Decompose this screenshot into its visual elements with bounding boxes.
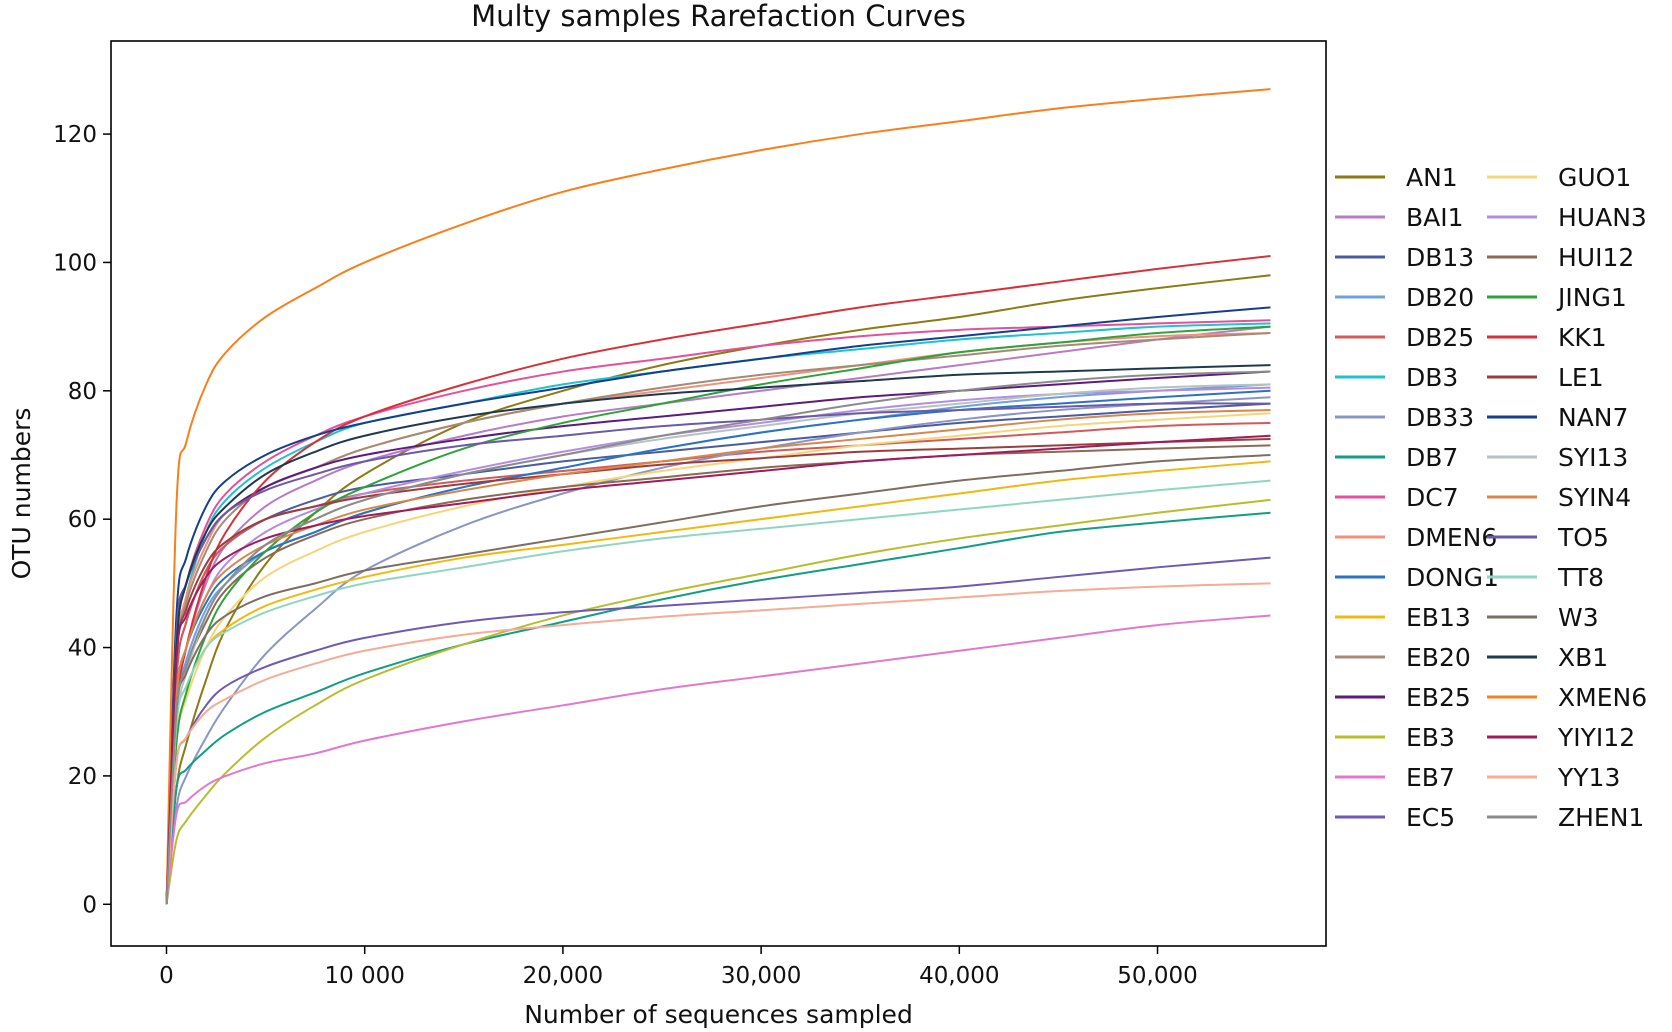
y-tick-label: 80 xyxy=(68,379,97,405)
series-line-eb20 xyxy=(165,332,1271,905)
series-line-db33 xyxy=(165,396,1271,905)
y-tick-label: 40 xyxy=(68,636,97,662)
series-line-an1 xyxy=(165,274,1271,905)
plot-frame xyxy=(110,40,1327,947)
legend-label: XB1 xyxy=(1558,643,1608,672)
legend-label: EB7 xyxy=(1406,763,1455,792)
chart-title: Multy samples Rarefaction Curves xyxy=(471,0,966,33)
y-axis: 0 20 40 60 80 100 120 xyxy=(53,122,111,918)
series-line-db13 xyxy=(165,402,1271,905)
series-line-xb1 xyxy=(165,364,1271,905)
legend-label: SYIN4 xyxy=(1558,483,1631,512)
legend-label: DB20 xyxy=(1406,283,1474,312)
series-line-dong1 xyxy=(165,389,1271,905)
legend: AN1 BAI1 DB13 DB20 DB25 DB3 DB33 DB7 DC7 DMEN6 DON… xyxy=(1335,163,1647,832)
legend-label: EC5 xyxy=(1406,803,1455,832)
series-line-eb3 xyxy=(165,498,1271,905)
legend-label: BAI1 xyxy=(1406,203,1464,232)
series-line-kk1 xyxy=(165,255,1271,905)
legend-label: TO5 xyxy=(1557,523,1609,552)
x-tick-label: 50,000 xyxy=(1117,963,1197,989)
legend-label: GUO1 xyxy=(1558,163,1631,192)
x-tick-label: 30,000 xyxy=(721,963,801,989)
series-line-to5 xyxy=(165,402,1271,905)
y-tick-label: 0 xyxy=(82,892,97,918)
x-tick-label: 20,000 xyxy=(523,963,603,989)
series-line-db25 xyxy=(165,421,1271,905)
legend-label: AN1 xyxy=(1406,163,1458,192)
y-tick-label: 120 xyxy=(53,122,97,148)
series-line-xmen6 xyxy=(165,88,1271,905)
legend-label: XMEN6 xyxy=(1558,683,1647,712)
legend-label: ZHEN1 xyxy=(1558,803,1644,832)
legend-label: EB13 xyxy=(1406,603,1471,632)
x-tick-label: 10 000 xyxy=(324,963,404,989)
legend-label: NAN7 xyxy=(1558,403,1628,432)
x-axis: 0 10 000 20,000 30,000 40,000 50,000 xyxy=(159,946,1198,989)
series-line-jing1 xyxy=(165,325,1271,905)
y-tick-label: 20 xyxy=(68,764,97,790)
legend-label: JING1 xyxy=(1556,283,1627,312)
x-axis-label: Number of sequences sampled xyxy=(524,1000,913,1029)
series-line-tt8 xyxy=(165,479,1271,905)
legend-label: DB25 xyxy=(1406,323,1474,352)
series-line-le1 xyxy=(165,437,1271,905)
legend-label: SYI13 xyxy=(1558,443,1628,472)
legend-label: DB33 xyxy=(1406,403,1474,432)
y-tick-label: 60 xyxy=(68,507,97,533)
series-line-zhen1 xyxy=(165,370,1271,905)
legend-label: DB3 xyxy=(1406,363,1458,392)
series-line-yy13 xyxy=(165,582,1271,905)
legend-label: HUAN3 xyxy=(1558,203,1647,232)
legend-label: KK1 xyxy=(1558,323,1607,352)
legend-label: DONG1 xyxy=(1406,563,1499,592)
series-line-dmen6 xyxy=(165,332,1271,905)
series-line-yiyi12 xyxy=(165,434,1271,905)
series-line-hui12 xyxy=(165,444,1271,905)
legend-label: DC7 xyxy=(1406,483,1459,512)
legend-label: DB7 xyxy=(1406,443,1458,472)
legend-label: EB3 xyxy=(1406,723,1455,752)
y-axis-label: OTU numbers xyxy=(7,408,36,580)
legend-label: HUI12 xyxy=(1558,243,1634,272)
series-layer xyxy=(165,88,1271,905)
legend-label: TT8 xyxy=(1557,563,1604,592)
legend-label: DMEN6 xyxy=(1406,523,1497,552)
legend-label: YY13 xyxy=(1557,763,1620,792)
series-line-ec5 xyxy=(165,556,1271,905)
legend-label: LE1 xyxy=(1558,363,1604,392)
y-tick-label: 100 xyxy=(53,250,97,276)
legend-label: EB25 xyxy=(1406,683,1471,712)
legend-label: EB20 xyxy=(1406,643,1471,672)
series-line-nan7 xyxy=(165,306,1271,905)
legend-label: DB13 xyxy=(1406,243,1474,272)
x-tick-label: 0 xyxy=(159,963,174,989)
legend-label: YIYI12 xyxy=(1557,723,1635,752)
x-tick-label: 40,000 xyxy=(919,963,999,989)
series-line-w3 xyxy=(165,453,1271,905)
series-line-eb25 xyxy=(165,370,1271,905)
series-line-syin4 xyxy=(165,409,1271,905)
legend-label: W3 xyxy=(1558,603,1599,632)
series-line-eb7 xyxy=(165,614,1271,905)
